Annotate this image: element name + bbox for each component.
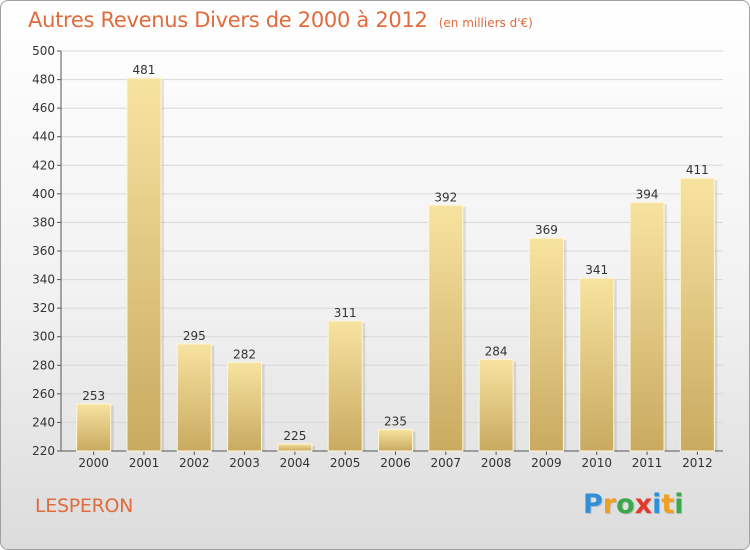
logo-letter: x [634,489,653,520]
x-tick-label: 2004 [280,456,311,470]
bar [277,443,313,452]
bar-value-label: 284 [485,345,508,359]
y-tick-label: 500 [32,44,55,58]
commune-name: LESPERON [35,495,134,517]
bar-value-label: 295 [183,329,206,343]
x-tick-label: 2011 [632,456,663,470]
y-tick-label: 300 [32,330,55,344]
bar [76,403,112,452]
bar-value-label: 411 [686,163,709,177]
y-tick-label: 340 [32,273,55,287]
labels: 220 240 260 280 300 320 340 360 380 400 420 440 460 4… [32,44,713,470]
x-tick-label: 2005 [330,456,361,470]
bar [428,204,464,452]
bar-value-label: 481 [133,63,156,77]
y-tick-label: 220 [32,444,55,458]
bar-value-label: 235 [384,415,407,429]
x-tick-label: 2006 [380,456,411,470]
y-tick-label: 440 [32,130,55,144]
x-tick-label: 2009 [531,456,562,470]
y-tick-label: 420 [32,158,55,172]
y-tick-label: 280 [32,358,55,372]
bar-value-label: 253 [82,389,105,403]
y-tick-label: 480 [32,73,55,87]
x-tick-label: 2000 [78,456,109,470]
y-tick-label: 380 [32,215,55,229]
logo-letter: t [661,489,675,520]
bar [327,320,363,452]
logo-letter: i [674,489,684,520]
y-tick-label: 240 [32,415,55,429]
y-tick-label: 400 [32,187,55,201]
x-tick-label: 2003 [229,456,260,470]
x-tick-label: 2007 [431,456,462,470]
bar-value-label: 394 [636,187,659,201]
logo-letter: r [602,489,617,520]
y-tick-label: 320 [32,301,55,315]
logo-letter: o [616,489,635,520]
x-tick-label: 2012 [682,456,713,470]
bars [76,77,718,452]
bar-value-label: 225 [283,429,306,443]
title-row: Autres Revenus Divers de 2000 à 2012 (en… [28,8,533,32]
logo-letter: P [583,489,603,520]
y-tick-label: 360 [32,244,55,258]
bar [126,77,162,452]
y-tick-label: 460 [32,101,55,115]
bar [478,359,514,452]
bar-value-label: 392 [434,190,457,204]
bar [579,277,615,452]
proxiti-logo: Proxiti [583,489,684,520]
bar [629,201,665,452]
bar [176,343,212,452]
bar-value-label: 282 [233,347,256,361]
bar [679,177,715,452]
y-tick-label: 260 [32,387,55,401]
bar [227,361,263,452]
x-tick-label: 2001 [129,456,160,470]
bar [528,237,564,452]
logo-letter: i [652,489,662,520]
chart-title: Autres Revenus Divers de 2000 à 2012 [28,8,428,32]
bar-value-label: 311 [334,306,357,320]
bar [378,429,413,452]
x-tick-label: 2010 [581,456,612,470]
x-tick-label: 2002 [179,456,210,470]
chart-subtitle: (en milliers d'€) [438,16,533,30]
bar-value-label: 341 [585,263,608,277]
bar-value-label: 369 [535,223,558,237]
x-tick-label: 2008 [481,456,512,470]
